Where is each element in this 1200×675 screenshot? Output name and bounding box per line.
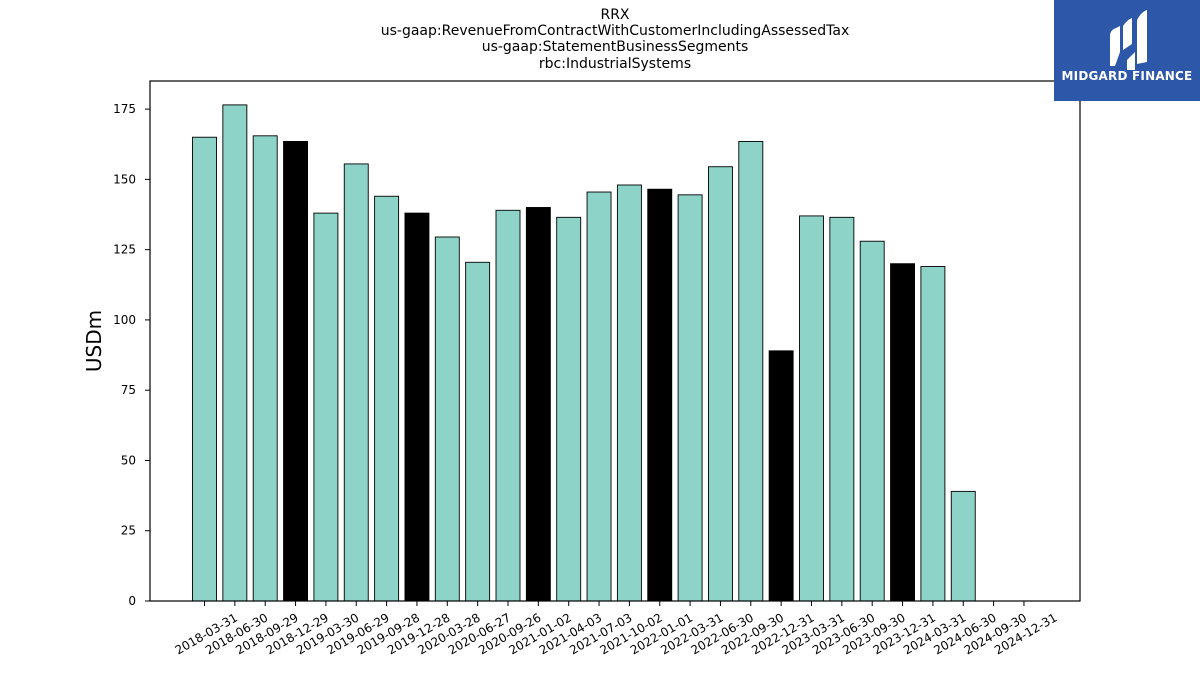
bar-2021-01-02 [525, 207, 551, 602]
bar-2022-09-30 [738, 140, 764, 602]
y-tick-label: 25 [121, 524, 136, 538]
y-tick-label: 0 [128, 594, 136, 608]
bar-2023-12-31 [890, 263, 915, 602]
bar-2024-06-30 [950, 490, 976, 602]
logo-text: MIDGARD FINANCE [1061, 69, 1193, 83]
bar-2020-06-27 [465, 261, 491, 602]
bar-2019-12-28 [404, 212, 430, 602]
bar-2018-09-29 [252, 135, 278, 602]
bar-2024-03-31 [920, 266, 946, 602]
bar-2021-07-03 [586, 191, 612, 602]
bar-2021-04-03 [556, 216, 582, 602]
plot-frame [149, 80, 1081, 602]
chart-title-ticker: RRX [600, 7, 630, 23]
bar-2019-09-28 [374, 195, 400, 602]
bar-2023-06-30 [829, 216, 855, 602]
bar-2020-03-28 [434, 236, 460, 602]
y-tick-label: 175 [113, 102, 136, 116]
bar-2022-03-31 [677, 194, 703, 602]
y-tick-label: 50 [121, 453, 136, 467]
chart-title-member: rbc:IndustrialSystems [538, 56, 692, 72]
midgard-logo-icon [1110, 10, 1147, 70]
y-tick-label: 75 [121, 383, 136, 397]
bar-2018-06-30 [222, 104, 248, 602]
bar-2022-12-31 [768, 350, 794, 602]
bar-2019-03-30 [313, 212, 339, 602]
chart-title-axis: us-gaap:StatementBusinessSegments [481, 39, 749, 55]
bar-2018-03-31 [192, 136, 217, 602]
y-tick-label: 150 [113, 172, 136, 186]
midgard-logo: MIDGARD FINANCE [1054, 0, 1200, 101]
bar-2021-10-02 [616, 184, 642, 602]
y-axis-label: USDm [82, 310, 106, 372]
bar-2018-12-29 [283, 140, 308, 602]
y-tick-label: 100 [113, 313, 136, 327]
bar-2022-01-01 [647, 188, 673, 602]
bar-2020-09-26 [495, 209, 521, 602]
bar-2019-06-29 [343, 163, 369, 602]
bar-2022-06-30 [708, 166, 733, 602]
y-tick-label: 125 [113, 243, 136, 257]
bar-2023-03-31 [799, 215, 824, 602]
bar-2023-09-30 [859, 240, 885, 602]
chart-title-concept: us-gaap:RevenueFromContractWithCustomerI… [380, 23, 850, 39]
